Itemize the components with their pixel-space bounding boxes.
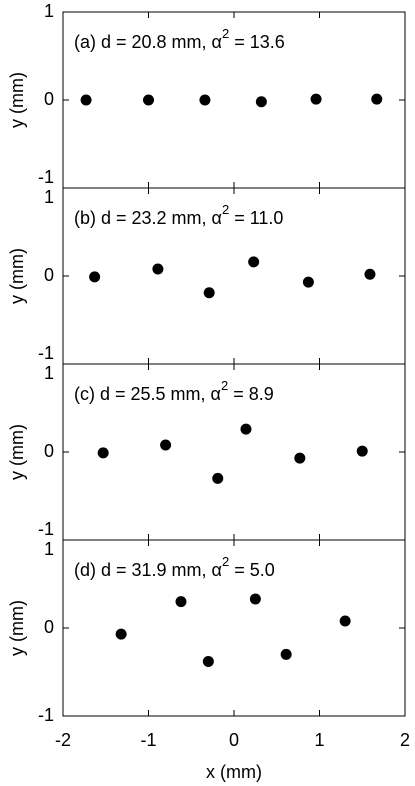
annotation-part: 2 [222, 202, 229, 217]
y-axis-label: y (mm) [7, 248, 27, 304]
point [175, 596, 187, 608]
annotation-part: = 11.0 [229, 208, 283, 228]
point [89, 271, 101, 283]
annotation-part: = 5.0 [229, 560, 275, 580]
point [212, 472, 224, 484]
annotation-part: (b) d = 23.2 mm, α [74, 208, 222, 228]
y-tick-label: 0 [44, 441, 54, 461]
point [371, 93, 383, 105]
point [255, 96, 267, 108]
point [97, 447, 109, 459]
annotation: (b) d = 23.2 mm, α2 = 11.0 [74, 202, 283, 227]
y-tick-label: 1 [44, 363, 54, 383]
point [356, 445, 368, 457]
y-tick-label: 0 [44, 617, 54, 637]
annotation-part: (c) d = 25.5 mm, α [74, 384, 221, 404]
point [203, 287, 215, 299]
x-tick-label: -1 [140, 730, 156, 750]
annotation-part: 2 [222, 554, 229, 569]
annotation: (c) d = 25.5 mm, α2 = 8.9 [74, 378, 274, 403]
annotation: (a) d = 20.8 mm, α2 = 13.6 [74, 26, 285, 51]
x-tick-label: 1 [314, 730, 324, 750]
point [310, 93, 322, 105]
annotation-part: (a) d = 20.8 mm, α [74, 32, 222, 52]
point [240, 423, 252, 435]
point [115, 628, 127, 640]
x-tick-label: 2 [400, 730, 410, 750]
y-tick-label: -1 [38, 343, 54, 363]
y-tick-label: 1 [44, 187, 54, 207]
annotation-part: 2 [222, 26, 229, 41]
point [143, 94, 154, 106]
point [202, 655, 214, 667]
x-tick-label: -2 [55, 730, 71, 750]
y-tick-label: 1 [44, 1, 54, 21]
y-tick-label: -1 [38, 167, 54, 187]
annotation: (d) d = 31.9 mm, α2 = 5.0 [74, 554, 275, 579]
y-tick-label: 0 [44, 89, 54, 109]
annotation-part: = 8.9 [228, 384, 274, 404]
y-tick-label: 1 [44, 539, 54, 559]
y-axis-label: y (mm) [7, 600, 27, 656]
point [199, 94, 211, 106]
point [364, 268, 376, 280]
x-axis-label: x (mm) [206, 762, 262, 782]
annotation-part: (d) d = 31.9 mm, α [74, 560, 222, 580]
annotation-part: 2 [221, 378, 228, 393]
point [294, 452, 306, 464]
point [160, 439, 172, 451]
point [280, 648, 292, 660]
point [80, 94, 92, 106]
y-axis-label: y (mm) [7, 424, 27, 480]
annotation-part: = 13.6 [229, 32, 285, 52]
y-tick-label: -1 [38, 519, 54, 539]
y-tick-label: 0 [44, 265, 54, 285]
point [339, 615, 351, 627]
point [302, 276, 314, 288]
y-axis-label: y (mm) [7, 72, 27, 128]
point [249, 593, 261, 605]
y-tick-label: -1 [38, 705, 54, 725]
point [152, 263, 164, 275]
x-tick-label: 0 [229, 730, 239, 750]
point [248, 256, 260, 268]
